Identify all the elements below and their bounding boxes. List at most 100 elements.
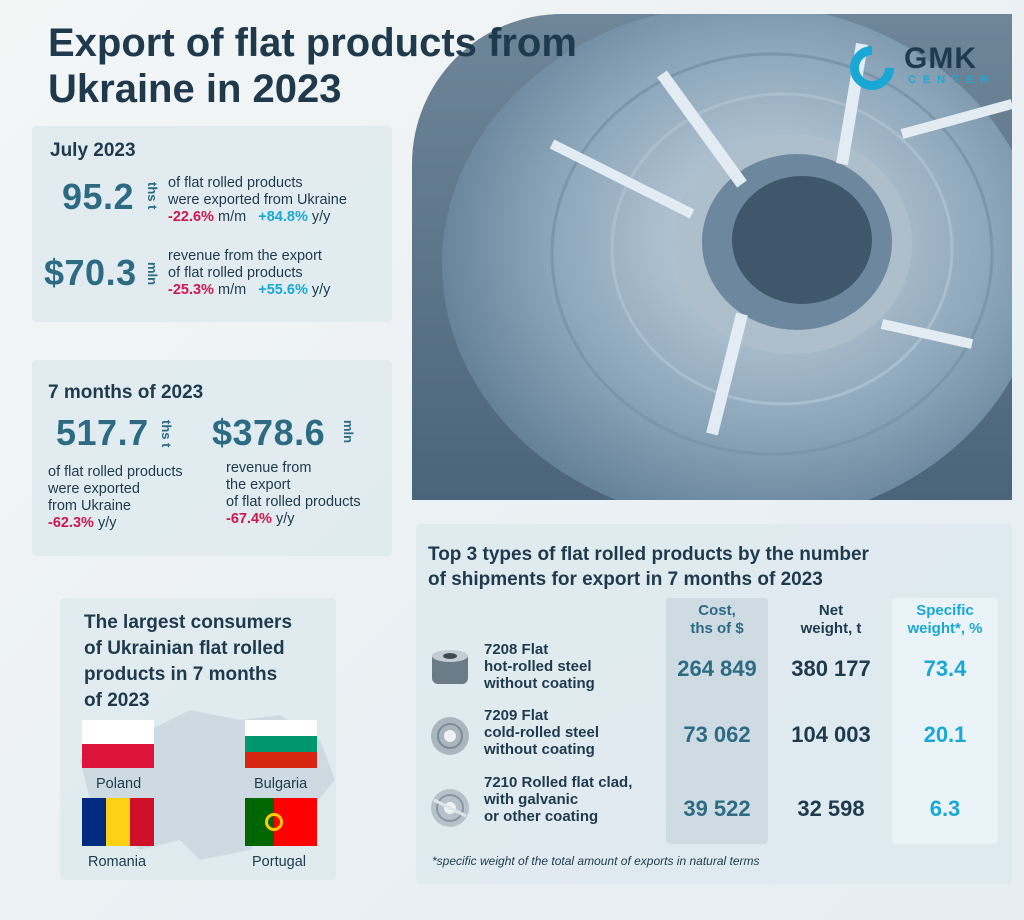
specific-header-line1: Specific: [916, 602, 974, 619]
logo-subtext: CENTER: [908, 74, 996, 86]
seven-volume-line2: were exported: [48, 481, 140, 497]
consumers-heading-line1: The largest consumers: [84, 612, 293, 633]
consumers-heading-line4: of 2023: [84, 690, 150, 711]
seven-volume-line3: from Ukraine: [48, 498, 131, 514]
product-3-weight: 32 598: [797, 796, 865, 821]
product-1-weight: 380 177: [791, 656, 871, 681]
consumers-heading-line3: products in 7 months: [84, 664, 278, 685]
steel-coil-photo: [412, 14, 1012, 500]
cost-header-line1: Cost,: [698, 602, 736, 619]
product-row-2: 7209 Flat cold-rolled steel without coat…: [484, 707, 599, 758]
seven-volume-yy-label: y/y: [97, 515, 117, 531]
weight-header-line2: weight, t: [800, 620, 862, 637]
july-volume-changes: -22.6% m/m +84.8% y/y: [168, 209, 347, 226]
cost-header-line2: ths of $: [690, 620, 744, 637]
product-3-cost: 39 522: [683, 796, 751, 821]
july-volume-line2: were exported from Ukraine: [168, 192, 347, 208]
july-revenue-changes: -25.3% m/m +55.6% y/y: [168, 282, 330, 299]
country-portugal: Portugal: [252, 854, 307, 870]
top3-heading: Top 3 types of flat rolled products by t…: [428, 542, 869, 592]
seven-revenue-unit: mln: [341, 420, 356, 444]
coated-coil-icon: [431, 789, 469, 827]
product-3-line2: with galvanic: [484, 791, 579, 808]
bulgaria-flag-icon: [245, 720, 317, 768]
product-1-line3: without coating: [484, 675, 595, 692]
country-romania: Romania: [88, 854, 147, 870]
july-volume-line1: of flat rolled products: [168, 175, 303, 191]
seven-months-panel: [32, 360, 392, 556]
july-volume-mm-label: m/m: [217, 209, 247, 225]
hot-rolled-coil-icon: [432, 650, 468, 684]
product-1-line2: hot-rolled steel: [484, 658, 592, 675]
july-revenue-line2: of flat rolled products: [168, 265, 303, 281]
cold-rolled-coil-icon: [431, 717, 469, 755]
product-1-line1: 7208 Flat: [484, 641, 549, 658]
specific-column-header: Specific weight*, %: [892, 602, 998, 638]
romania-flag-icon: [82, 798, 154, 846]
logo-text: GMK: [904, 42, 977, 75]
cost-column-header: Cost, ths of $: [666, 602, 768, 638]
specific-header-line2: weight*, %: [907, 620, 983, 637]
consumers-heading: The largest consumers of Ukrainian flat …: [84, 610, 292, 714]
seven-volume-changes: -62.3% y/y: [48, 515, 183, 532]
footnote: *specific weight of the total amount of …: [432, 854, 760, 868]
seven-revenue-value: $378.6: [212, 412, 326, 453]
july-volume-yy-label: y/y: [311, 209, 331, 225]
top3-heading-line1: Top 3 types of flat rolled products by t…: [428, 544, 869, 565]
product-2-line2: cold-rolled steel: [484, 724, 600, 741]
seven-revenue-line3: of flat rolled products: [226, 494, 361, 510]
product-1-specific: 73.4: [923, 656, 967, 681]
weight-column-header: Net weight, t: [780, 602, 882, 638]
product-2-specific: 20.1: [923, 722, 967, 747]
july-volume-unit: ths t: [145, 182, 160, 210]
seven-volume-value: 517.7: [56, 412, 149, 453]
specific-column-bg: [892, 598, 998, 844]
gmk-logo: GMK CENTER: [840, 36, 1008, 100]
product-3-specific: 6.3: [929, 796, 961, 821]
seven-months-heading: 7 months of 2023: [48, 382, 204, 403]
seven-revenue-changes: -67.4% y/y: [226, 511, 361, 528]
product-2-line1: 7209 Flat: [484, 707, 549, 724]
july-revenue-yy: +55.6%: [258, 282, 308, 298]
portugal-flag-icon: [245, 798, 317, 846]
seven-volume-unit: ths t: [159, 420, 174, 448]
country-bulgaria: Bulgaria: [254, 776, 308, 792]
product-3-line1: 7210 Rolled flat clad,: [484, 774, 633, 791]
logo-ring-icon: [840, 36, 904, 100]
july-revenue-value: $70.3: [44, 252, 137, 293]
july-volume-value: 95.2: [62, 176, 135, 217]
july-revenue-mm-label: m/m: [217, 282, 247, 298]
july-revenue-mm: -25.3%: [168, 282, 214, 298]
product-row-3: 7210 Rolled flat clad, with galvanic or …: [484, 774, 632, 825]
july-volume-yy: +84.8%: [258, 209, 308, 225]
seven-revenue-line2: the export: [226, 477, 291, 493]
product-row-1: 7208 Flat hot-rolled steel without coati…: [484, 641, 595, 692]
product-3-line3: or other coating: [484, 808, 599, 825]
page-title: Export of flat products from Ukraine in …: [48, 21, 577, 111]
product-1-cost: 264 849: [677, 656, 757, 681]
seven-revenue-yy-label: y/y: [275, 511, 295, 527]
seven-revenue-yy: -67.4%: [226, 511, 272, 527]
july-revenue-unit: mln: [145, 262, 160, 286]
july-panel: [32, 126, 392, 322]
consumers-heading-line2: of Ukrainian flat rolled: [84, 638, 285, 659]
product-2-line3: without coating: [484, 741, 595, 758]
seven-revenue-text: revenue from the export of flat rolled p…: [226, 460, 361, 528]
weight-header-line1: Net: [818, 602, 844, 619]
july-volume-text: of flat rolled products were exported fr…: [168, 175, 347, 226]
july-revenue-text: revenue from the export of flat rolled p…: [168, 248, 330, 299]
product-2-weight: 104 003: [791, 722, 871, 747]
poland-flag-icon: [82, 720, 154, 768]
july-heading: July 2023: [50, 140, 136, 161]
july-volume-mm: -22.6%: [168, 209, 214, 225]
top3-heading-line2: of shipments for export in 7 months of 2…: [428, 569, 823, 590]
cost-column-bg: [666, 598, 768, 844]
seven-volume-line1: of flat rolled products: [48, 464, 183, 480]
seven-volume-text: of flat rolled products were exported fr…: [48, 464, 183, 532]
seven-revenue-line1: revenue from: [226, 460, 312, 476]
product-2-cost: 73 062: [683, 722, 751, 747]
country-poland: Poland: [96, 776, 142, 792]
july-revenue-line1: revenue from the export: [168, 248, 322, 264]
seven-volume-yy: -62.3%: [48, 515, 94, 531]
